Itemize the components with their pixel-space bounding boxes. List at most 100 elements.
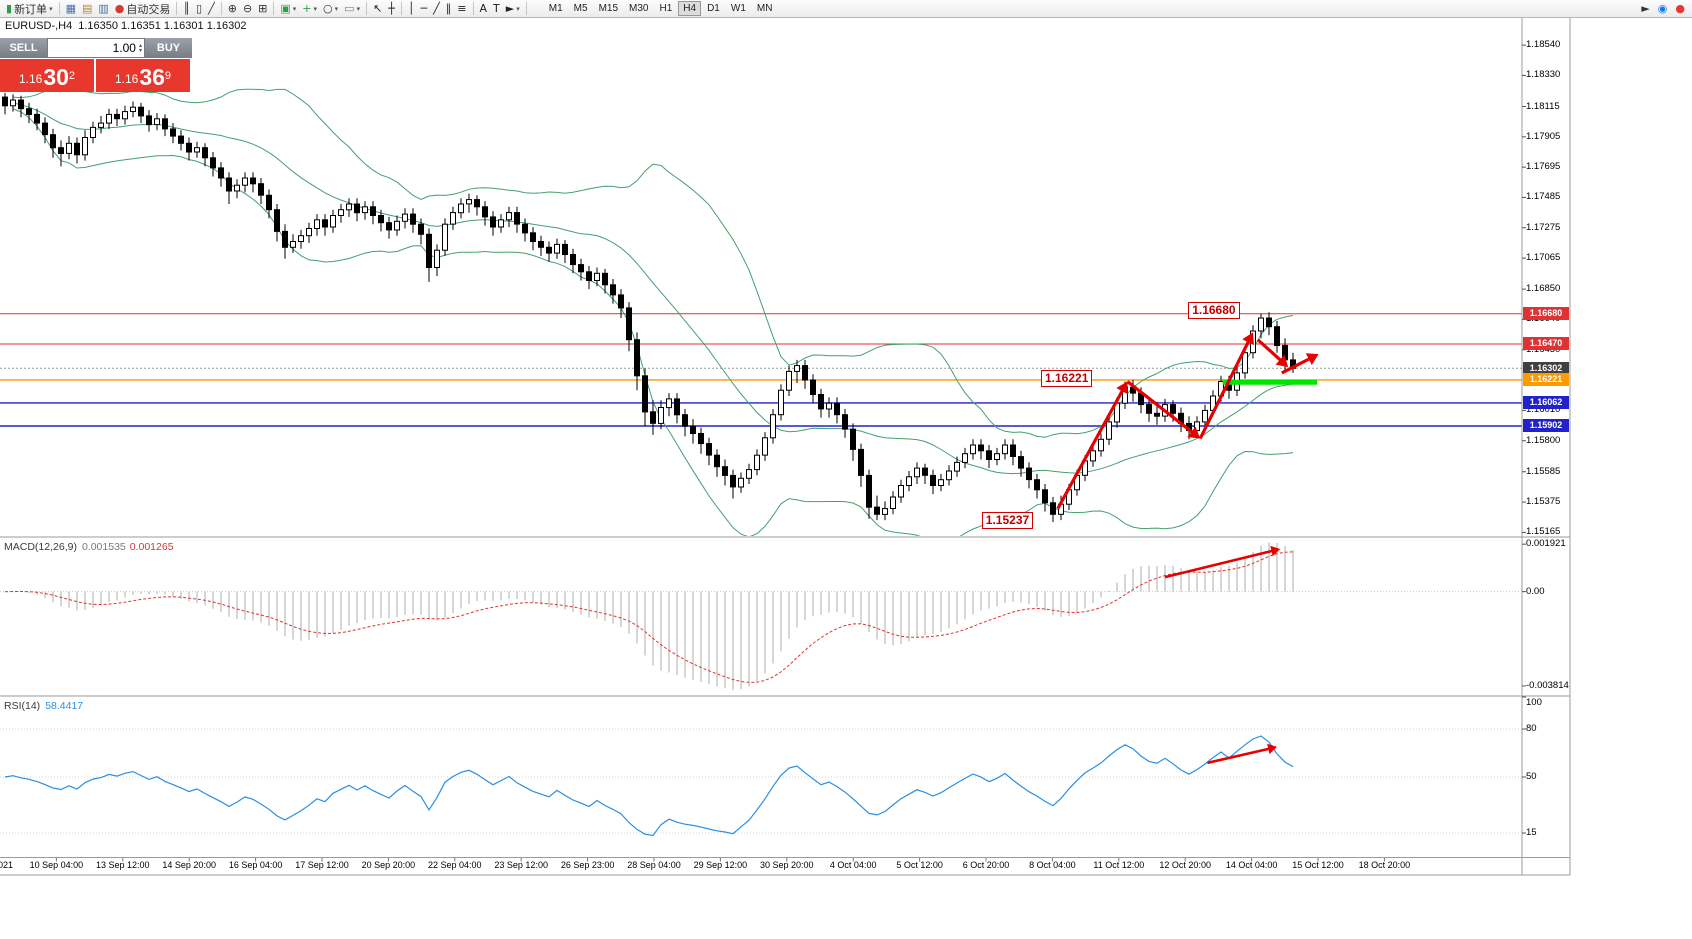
periods-button[interactable]: ○ ▾	[320, 1, 341, 17]
rsi-line	[4, 735, 1294, 837]
vertical-line-icon: │	[407, 2, 415, 15]
cursor-button[interactable]: ↖	[370, 1, 385, 17]
indicators-button[interactable]: + ▾	[299, 1, 320, 17]
toolbar: ▮ 新订单 ▾ ▦ ▤ ▥ ● 自动交易 ║ ▯ ╱ ⊕ ⊖ ⊞ ▣ ▾ + ▾ ○ ▾ ▭ ▾ ↖ ┼ │ ─ ╱ ∥ ≡ A T ► ▾ M…	[0, 0, 1692, 18]
data-window-icon: ▥	[98, 2, 109, 15]
cursor-icon: ↖	[373, 2, 383, 15]
toolbar-separator	[525, 2, 527, 15]
zoom-in-button[interactable]: ⊕	[225, 1, 240, 17]
caret-down-icon: ▾	[516, 4, 520, 13]
symbol-name: EURUSD-,H4	[5, 20, 73, 32]
data-window-button[interactable]: ▥	[95, 1, 111, 17]
rsi-value: 58.4417	[45, 700, 84, 712]
trendline-icon: ╱	[433, 2, 440, 15]
new-chart-button[interactable]: ▣ ▾	[277, 1, 299, 17]
macd-indicator-label: MACD(12,26,9) 0.001535 0.001265	[4, 541, 174, 553]
macd-value-signal: 0.001265	[129, 541, 174, 553]
macd-histogram	[0, 542, 1522, 691]
zoom-in-icon: ⊕	[227, 2, 237, 15]
toolbar-buttons: ▮ 新订单 ▾ ▦ ▤ ▥ ● 自动交易 ║ ▯ ╱ ⊕ ⊖ ⊞ ▣ ▾ + ▾ ○ ▾ ▭ ▾ ↖ ┼ │ ─ ╱ ∥ ≡ A T ► ▾	[3, 0, 530, 17]
vertical-line-button[interactable]: │	[405, 1, 418, 17]
tile-windows-icon: ⊞	[258, 2, 268, 15]
horizontal-line-icon: ─	[420, 2, 428, 15]
caret-down-icon: ▾	[334, 4, 339, 13]
tile-windows-button[interactable]: ⊞	[255, 1, 270, 17]
crosshair-button[interactable]: ┼	[385, 1, 398, 17]
profiles-button[interactable]: ▤	[79, 1, 95, 17]
candlestick-button[interactable]: ▯	[193, 1, 205, 17]
arrow-objects-icon: ►	[505, 2, 515, 15]
toolbar-separator	[273, 2, 275, 15]
line-chart-icon: ╱	[208, 2, 215, 15]
toolbar-separator	[176, 2, 178, 15]
one-click-trading-panel: SELL 1.00 ▴ ▾ BUY 1.16 30 2 1.16 36 9	[0, 38, 192, 92]
new-chart-icon: ▣	[280, 2, 291, 15]
timeframe-d1-button[interactable]: D1	[707, 3, 720, 14]
timeframe-mn-button[interactable]: MN	[756, 3, 773, 14]
spinner-up-icon[interactable]: ▴	[138, 42, 142, 49]
horizontal-lines	[0, 313, 1522, 427]
timeframe-m15-button[interactable]: M15	[598, 3, 619, 14]
template-icon: ▭	[344, 2, 355, 15]
fibonacci-button[interactable]: ≡	[454, 1, 469, 17]
zoom-out-button[interactable]: ⊖	[240, 1, 255, 17]
bar-chart-button[interactable]: ║	[180, 1, 193, 17]
candlestick-icon: ▯	[196, 2, 203, 15]
trade-panel-top-row: SELL 1.00 ▴ ▾ BUY	[0, 38, 192, 58]
trendline-button[interactable]: ╱	[430, 1, 443, 17]
label-button[interactable]: T	[490, 1, 503, 17]
timeframe-w1-button[interactable]: W1	[730, 3, 746, 14]
toolbar-separator	[366, 2, 368, 15]
macd-arrow	[1164, 545, 1281, 579]
buy-price-display[interactable]: 1.16 36 9	[96, 59, 190, 92]
text-label-icon: T	[493, 2, 500, 15]
autotrade-icon: ●	[114, 2, 125, 15]
trend-arrows	[1056, 332, 1319, 510]
sell-price-display[interactable]: 1.16 30 2	[0, 59, 94, 92]
trade-panel-price-row: 1.16 30 2 1.16 36 9	[0, 59, 192, 92]
spinner-down-icon[interactable]: ▾	[138, 47, 142, 54]
rsi-name: RSI(14)	[4, 700, 41, 712]
timeframe-m1-button[interactable]: M1	[548, 3, 563, 14]
sell-button[interactable]: SELL	[0, 38, 47, 58]
timeframe-group: M1 M5 M15 M30 H1 H4 D1 W1 MN	[544, 1, 778, 16]
channel-icon: ∥	[445, 2, 452, 15]
charts-button[interactable]: ▦	[63, 1, 79, 17]
caret-down-icon: ▾	[49, 4, 53, 13]
arrows-button[interactable]: ► ▾	[503, 1, 523, 17]
volume-value: 1.00	[112, 41, 136, 55]
timeframe-m5-button[interactable]: M5	[573, 3, 588, 14]
fibonacci-icon: ≡	[457, 2, 467, 15]
sell-price-pips: 30	[43, 64, 69, 90]
text-button[interactable]: A	[477, 1, 491, 17]
horizontal-line-button[interactable]: ─	[418, 1, 431, 17]
buy-price-pips: 36	[139, 64, 165, 90]
ohlc-values: 1.16350 1.16351 1.16301 1.16302	[78, 20, 247, 32]
sell-price-main: 1.16	[18, 72, 43, 86]
toolbar-right-icons: ► ◉ ●	[1641, 3, 1689, 14]
toolbar-separator	[220, 2, 222, 15]
auto-trading-button[interactable]: ● 自动交易	[112, 1, 174, 17]
macd-signal-line	[4, 551, 1294, 683]
volume-spinner[interactable]: ▴ ▾	[138, 42, 142, 54]
timeframe-h1-button[interactable]: H1	[659, 3, 673, 14]
templates-button[interactable]: ▭ ▾	[341, 1, 363, 17]
community-icon[interactable]: ◉	[1657, 2, 1668, 15]
timeframe-m30-button[interactable]: M30	[629, 3, 649, 14]
rsi-panel	[0, 728, 1522, 837]
alert-icon[interactable]: ●	[1675, 2, 1685, 15]
line-chart-button[interactable]: ╱	[205, 1, 218, 17]
toolbar-separator	[472, 2, 474, 15]
buy-button[interactable]: BUY	[145, 38, 192, 58]
new-order-button[interactable]: ▮ 新订单 ▾	[3, 1, 56, 17]
volume-input[interactable]: 1.00 ▴ ▾	[47, 38, 145, 58]
chart-forward-icon[interactable]: ►	[1641, 2, 1650, 15]
clock-icon: ○	[323, 2, 333, 15]
rsi-arrow	[1207, 743, 1277, 765]
zoom-out-icon: ⊖	[242, 2, 253, 15]
toolbar-separator	[58, 2, 60, 15]
channel-button[interactable]: ∥	[443, 1, 455, 17]
timeframe-h4-button[interactable]: H4	[678, 1, 702, 16]
